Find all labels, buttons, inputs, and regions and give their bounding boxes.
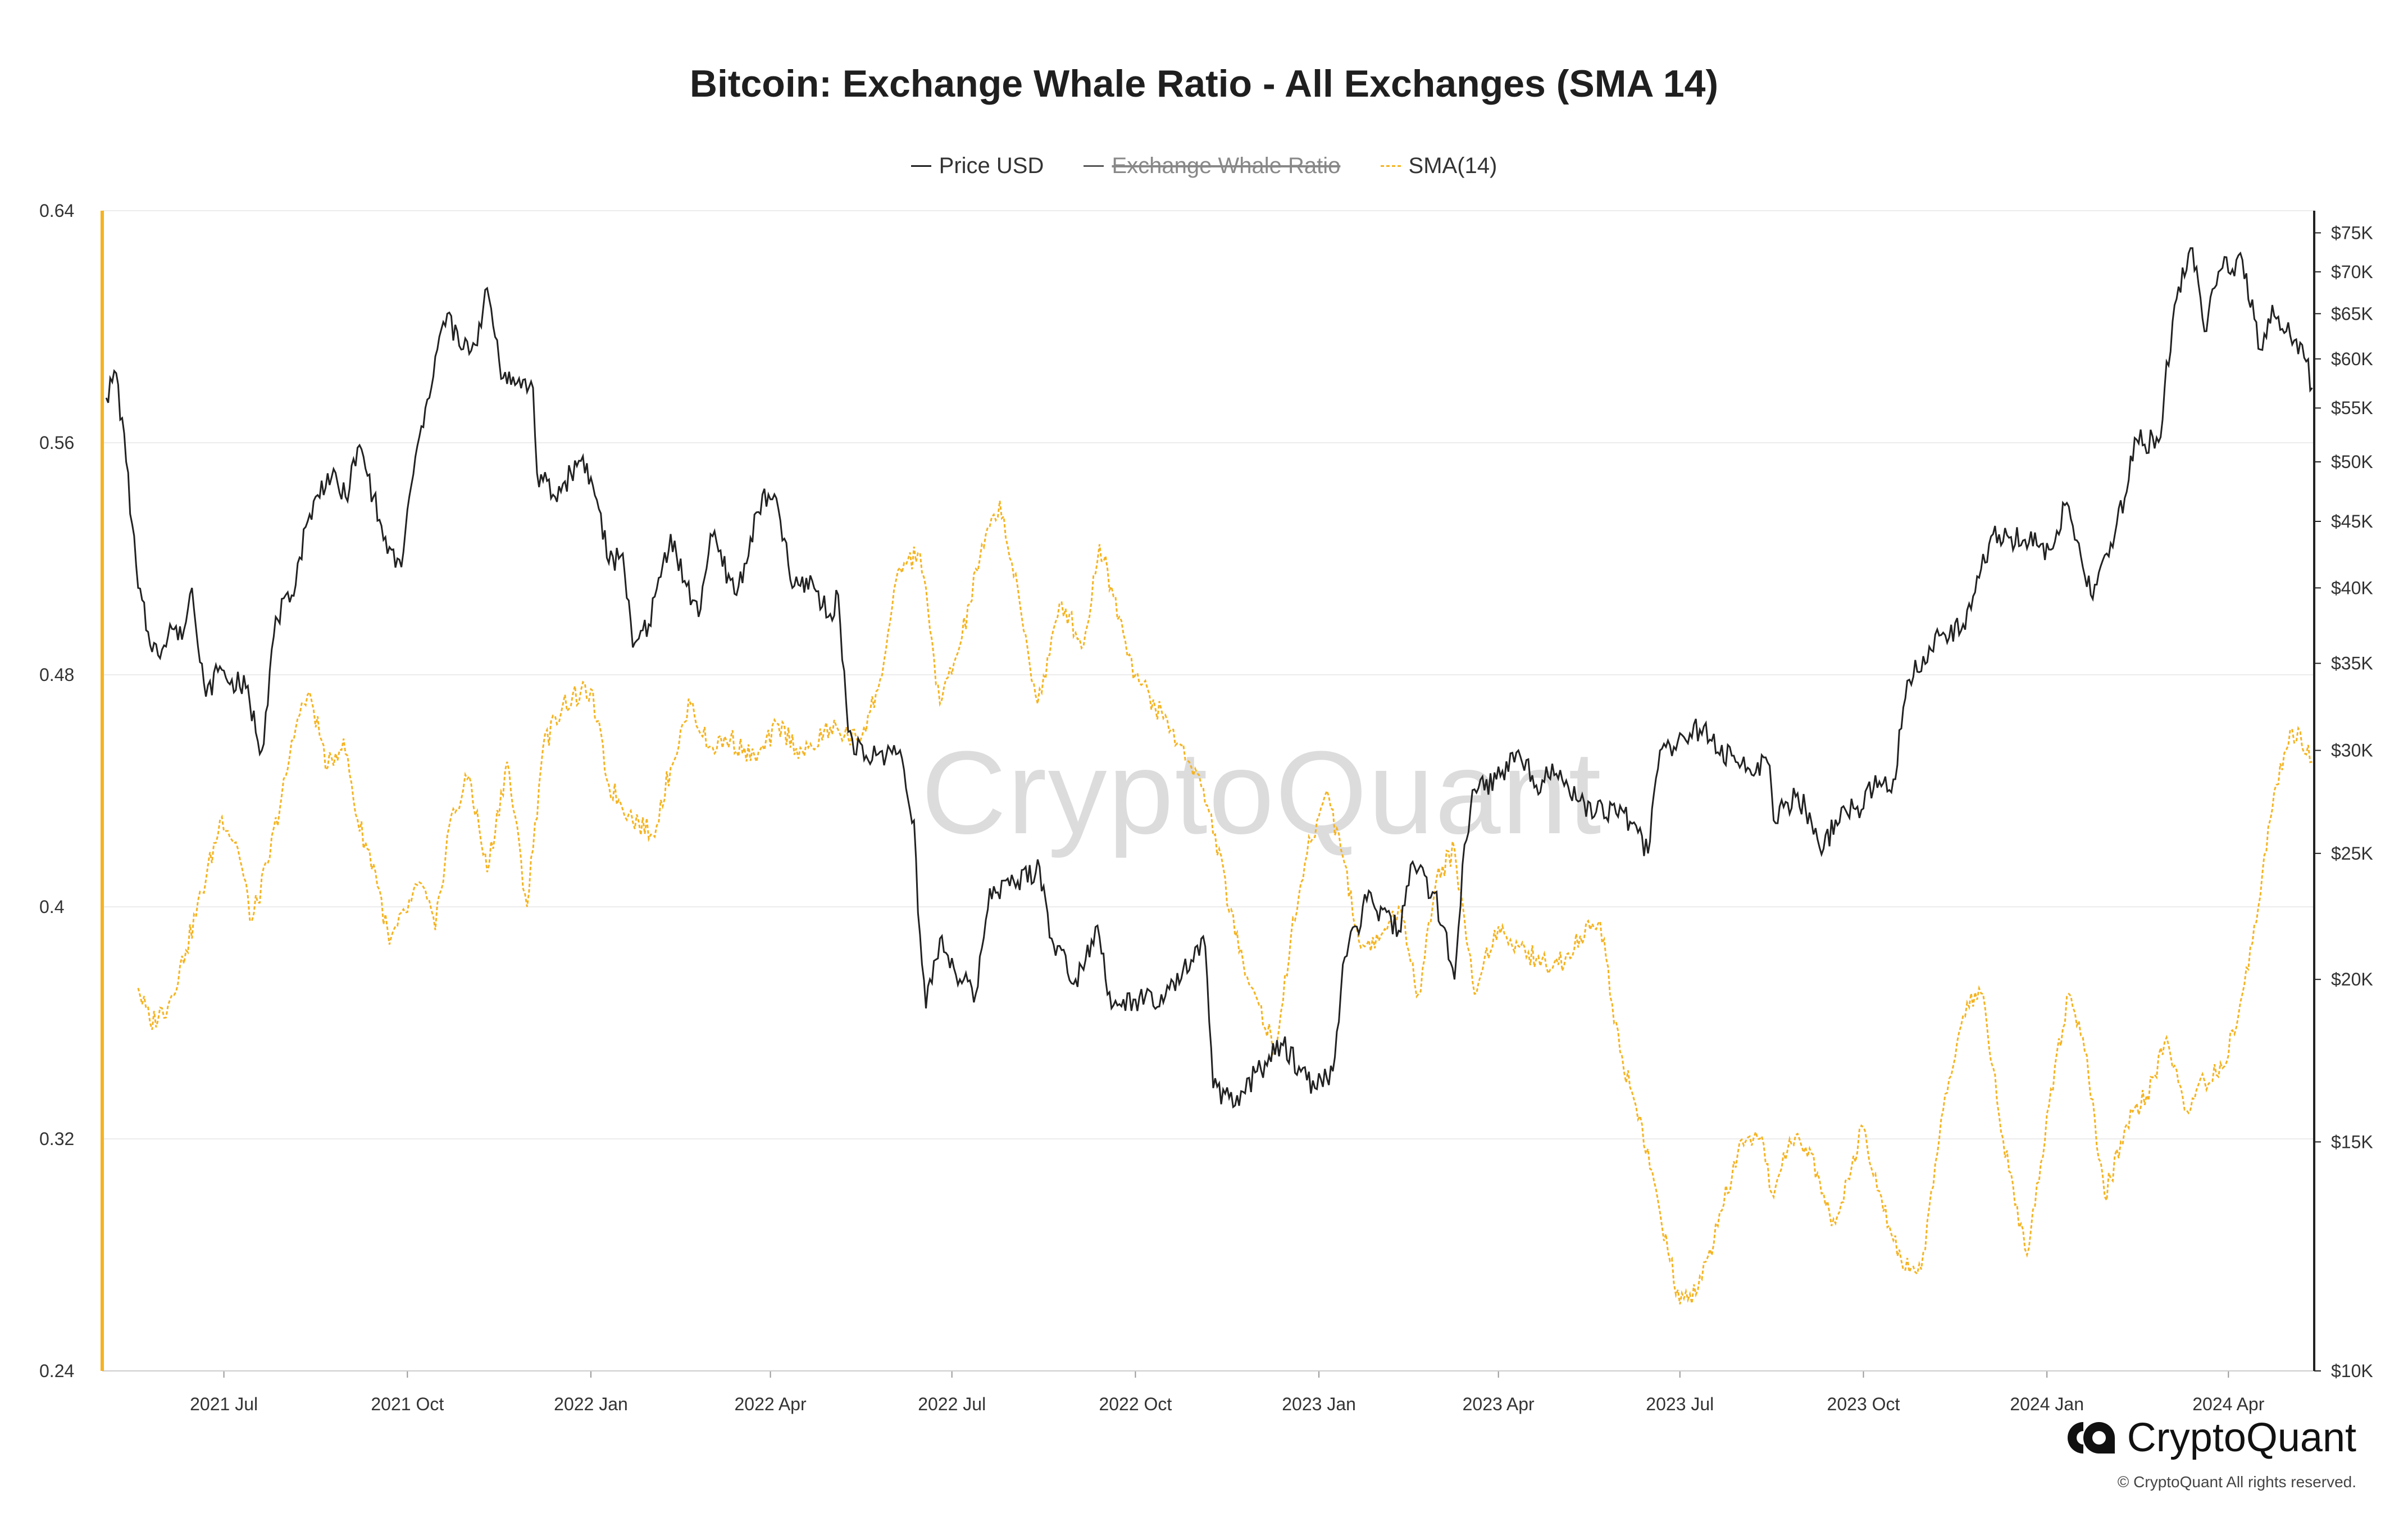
cryptoquant-logo-icon <box>2067 1422 2115 1454</box>
tick-labels: 0.24 0.32 0.4 0.48 0.56 0.64 $10K $15K $20K $25K $… <box>39 201 2373 1414</box>
y-left-tick-label: 0.24 <box>39 1361 74 1381</box>
x-tick-label: 2021 Jul <box>190 1394 258 1414</box>
brand-logo: CryptoQuant <box>2065 1415 2356 1461</box>
y-left-tick-label: 0.4 <box>39 897 64 917</box>
sma14-line <box>137 501 2313 1305</box>
x-tick-label: 2022 Jul <box>918 1394 986 1414</box>
y-left-tick-label: 0.48 <box>39 665 74 685</box>
x-tick-label: 2023 Jan <box>1282 1394 1356 1414</box>
x-tick-label: 2022 Oct <box>1099 1394 1172 1414</box>
grid-lines <box>102 210 2314 1371</box>
legend-swatch-sma14 <box>1380 165 1401 167</box>
y-left-tick-label: 0.56 <box>39 433 74 453</box>
legend-swatch-exchange-whale-ratio <box>1084 165 1104 167</box>
x-tick-label: 2022 Jan <box>554 1394 628 1414</box>
y-right-tick-label: $25K <box>2331 843 2373 864</box>
x-tick-label: 2023 Jul <box>1646 1394 1714 1414</box>
x-tick-label: 2022 Apr <box>735 1394 807 1414</box>
axes <box>101 211 2321 1378</box>
y-right-tick-label: $10K <box>2331 1361 2373 1381</box>
y-left-tick-label: 0.64 <box>39 201 74 221</box>
y-right-tick-label: $15K <box>2331 1132 2373 1152</box>
legend-label-price: Price USD <box>939 153 1044 178</box>
chart-title: Bitcoin: Exchange Whale Ratio - All Exch… <box>689 62 1719 105</box>
legend-label-sma14: SMA(14) <box>1408 153 1497 178</box>
sma-series <box>137 501 2313 1305</box>
x-tick-label: 2023 Apr <box>1463 1394 1535 1414</box>
legend-swatch-price <box>911 165 931 167</box>
x-tick-label: 2021 Oct <box>371 1394 444 1414</box>
legend-label-exchange-whale-ratio: Exchange Whale Ratio <box>1112 153 1341 178</box>
y-left-tick-label: 0.32 <box>39 1129 74 1149</box>
price-usd-line <box>105 247 2313 1109</box>
price-series <box>105 247 2313 1109</box>
legend-item-sma14[interactable]: SMA(14) <box>1380 153 1497 179</box>
y-right-tick-label: $40K <box>2331 578 2373 598</box>
copyright-notice: © CryptoQuant All rights reserved. <box>2117 1473 2356 1491</box>
y-right-tick-label: $60K <box>2331 349 2373 369</box>
y-right-tick-label: $30K <box>2331 741 2373 761</box>
brand-logo-text: CryptoQuant <box>2127 1415 2356 1460</box>
y-right-tick-label: $55K <box>2331 398 2373 418</box>
x-tick-label: 2024 Jan <box>2010 1394 2084 1414</box>
legend-item-price[interactable]: Price USD <box>911 153 1044 179</box>
y-right-tick-label: $50K <box>2331 452 2373 472</box>
legend: Price USD Exchange Whale Ratio SMA(14) <box>0 147 2408 179</box>
y-right-tick-label: $65K <box>2331 303 2373 324</box>
x-tick-label: 2024 Apr <box>2192 1394 2264 1414</box>
y-right-tick-label: $45K <box>2331 511 2373 532</box>
y-right-tick-label: $20K <box>2331 969 2373 989</box>
y-right-tick-label: $35K <box>2331 653 2373 674</box>
legend-item-exchange-whale-ratio[interactable]: Exchange Whale Ratio <box>1084 153 1340 179</box>
y-right-tick-label: $70K <box>2331 262 2373 282</box>
y-right-tick-label: $75K <box>2331 222 2373 243</box>
x-tick-label: 2023 Oct <box>1827 1394 1900 1414</box>
